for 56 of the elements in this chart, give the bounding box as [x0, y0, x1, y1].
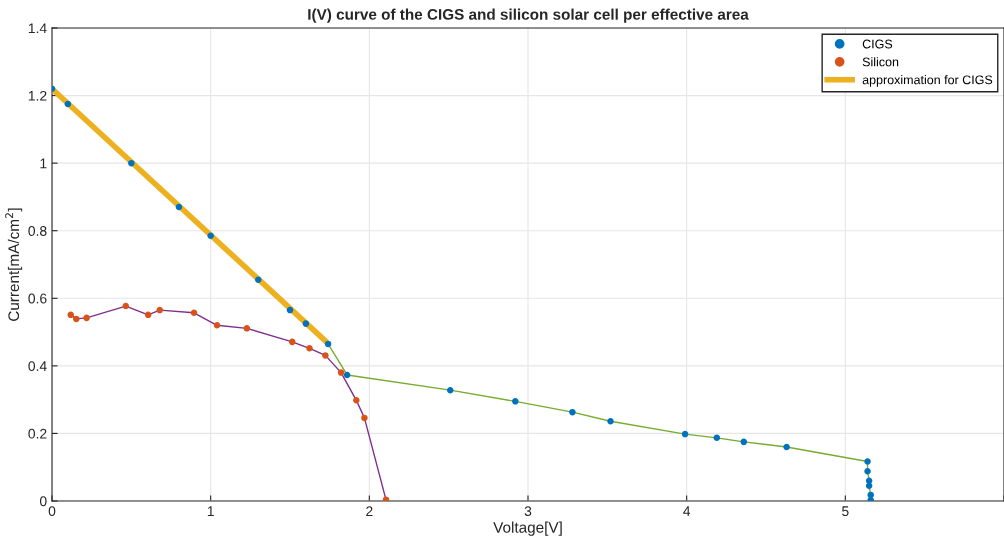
point [64, 100, 72, 108]
point [569, 408, 576, 416]
point [867, 496, 874, 501]
x-tick-label: 3 [524, 506, 532, 517]
point [144, 311, 152, 319]
point [213, 322, 221, 329]
point [783, 443, 790, 451]
y-tick-label: 1.4 [28, 23, 47, 34]
legend-label: CIGS [862, 39, 893, 49]
point [255, 276, 262, 283]
point [128, 159, 135, 167]
x-tick-label: 4 [683, 506, 691, 516]
point [361, 414, 368, 422]
point [740, 438, 748, 446]
point [322, 352, 329, 359]
y-tick-label: 0 [39, 496, 47, 507]
point [286, 306, 294, 314]
x-tick-label: 5 [842, 506, 849, 517]
point [864, 468, 871, 475]
x-tick-label: 1 [207, 506, 214, 516]
y-tick-label: 0.8 [28, 226, 47, 236]
point [447, 386, 454, 394]
y-tick-label: 0.4 [28, 361, 47, 372]
point [337, 369, 345, 376]
point [73, 315, 80, 323]
point [175, 203, 183, 211]
x-tick-label: 2 [366, 506, 373, 516]
point [306, 345, 313, 352]
legend-label: Silicon [862, 57, 899, 67]
x-tick-label: 0 [48, 506, 56, 517]
point [67, 311, 74, 319]
point [865, 482, 873, 490]
point [353, 397, 360, 404]
point [288, 338, 296, 346]
point [122, 302, 130, 310]
legend-label: approximation for CIGS [862, 75, 993, 87]
y-axis-title: Current[mA/cm$^{2}$] [5, 208, 23, 321]
point [607, 418, 614, 425]
point [512, 398, 519, 405]
point [243, 325, 251, 332]
point [207, 232, 214, 240]
point [324, 340, 332, 348]
y-tick-label: 0.6 [28, 293, 47, 304]
chart-title: I(V) curve of the CIGS and silicon solar cell per effective area [308, 8, 749, 23]
point [681, 430, 689, 438]
point [83, 314, 90, 322]
point [302, 320, 310, 327]
point [343, 371, 351, 379]
y-tick-label: 0.2 [28, 428, 47, 439]
x-axis-title: Voltage[V] [493, 521, 562, 536]
point [156, 306, 163, 314]
y-tick-label: 1 [40, 158, 47, 169]
point [713, 434, 721, 442]
y-tick-label: 1.2 [28, 90, 47, 101]
point [190, 309, 198, 317]
point [864, 458, 871, 465]
